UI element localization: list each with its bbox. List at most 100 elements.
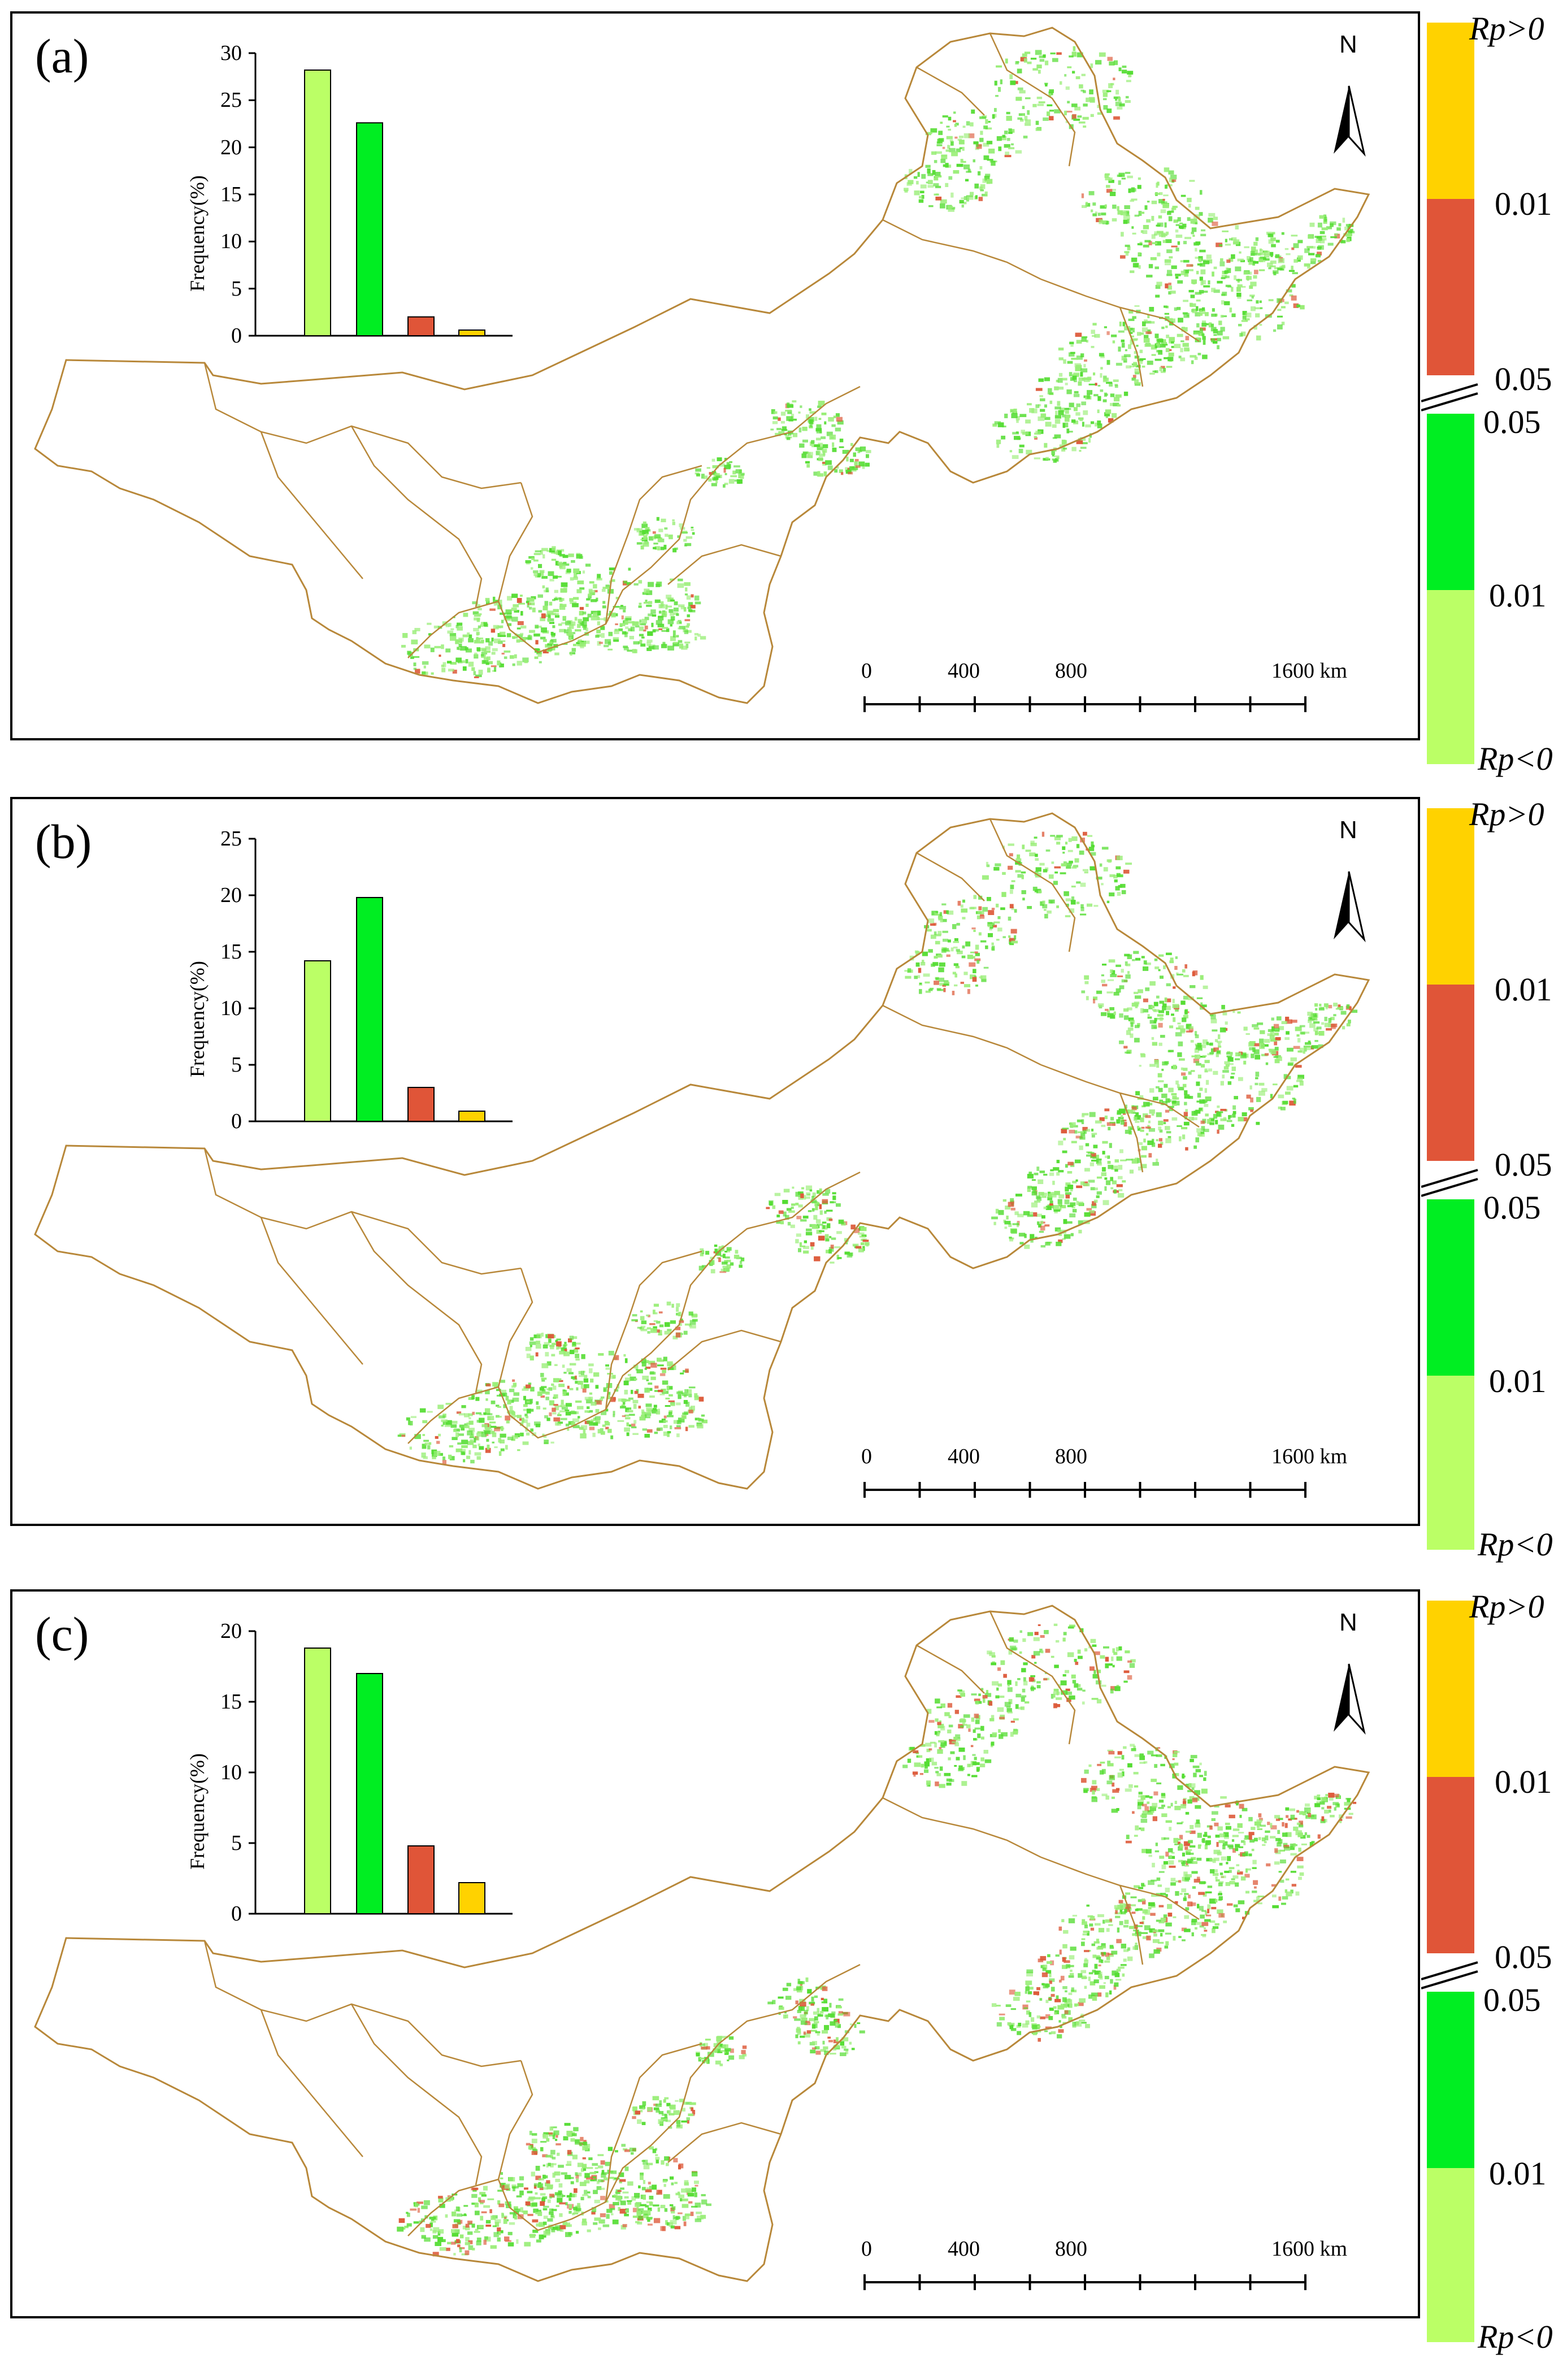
scale-label: 800 bbox=[1055, 2237, 1087, 2261]
region-outline bbox=[34, 1605, 1370, 2282]
vegetation-pixels bbox=[397, 1623, 1357, 2257]
legend-colorbar: Rp>0 0.01 0.05 0.05 0.01 Rp<0 bbox=[1421, 12, 1567, 775]
legend-label: Rp>0 bbox=[1469, 10, 1544, 47]
histogram-bar bbox=[356, 1673, 383, 1914]
histogram-bar bbox=[356, 122, 383, 336]
province-boundary bbox=[1119, 307, 1144, 387]
y-tick-label: 5 bbox=[231, 1831, 242, 1855]
legend-swatch bbox=[1427, 1601, 1474, 1777]
legend-label: 0.05 bbox=[1483, 404, 1541, 440]
province-boundary bbox=[1119, 1093, 1144, 1173]
y-tick-label: 15 bbox=[220, 1690, 242, 1714]
legend-swatch bbox=[1427, 590, 1474, 764]
province-boundary bbox=[260, 1217, 363, 1365]
scale-label: 400 bbox=[948, 1445, 980, 1468]
legend-label: 0.01 bbox=[1495, 971, 1552, 1008]
north-label: N bbox=[1339, 31, 1357, 58]
legend-swatch bbox=[1427, 808, 1474, 985]
province-boundary bbox=[882, 1004, 1041, 1066]
north-label: N bbox=[1339, 816, 1357, 844]
y-tick-label: 20 bbox=[220, 883, 242, 907]
frequency-histogram bbox=[249, 838, 513, 1122]
y-tick-label: 5 bbox=[231, 1053, 242, 1077]
province-boundary bbox=[407, 2178, 499, 2236]
legend-swatch bbox=[1427, 1777, 1474, 1953]
province-boundary bbox=[916, 66, 985, 116]
north-label: N bbox=[1339, 1609, 1357, 1636]
y-tick-label: 0 bbox=[231, 1109, 242, 1133]
histogram-bar bbox=[407, 316, 435, 337]
map-canvas bbox=[34, 812, 1370, 1498]
legend-label: 0.05 bbox=[1495, 361, 1552, 397]
legend-label: Rp>0 bbox=[1469, 1588, 1544, 1625]
vegetation-pixels bbox=[401, 46, 1355, 678]
province-boundary bbox=[989, 1611, 1076, 1745]
scale-label: 0 bbox=[861, 659, 872, 683]
histogram-bar bbox=[458, 330, 485, 336]
histogram-axes bbox=[254, 839, 513, 1122]
axis-break-icon bbox=[1421, 383, 1478, 411]
legend-label: 0.05 bbox=[1495, 1146, 1552, 1183]
y-tick-label: 20 bbox=[220, 135, 242, 159]
province-boundary bbox=[407, 600, 499, 658]
province-boundary bbox=[667, 2122, 782, 2163]
province-boundary bbox=[916, 1644, 985, 1694]
scale-label: 1600 km bbox=[1271, 1445, 1348, 1468]
legend-swatch bbox=[1427, 985, 1474, 1161]
scale-label: 800 bbox=[1055, 1445, 1087, 1468]
province-boundary bbox=[350, 2004, 483, 2186]
north-arrow-icon bbox=[1334, 85, 1366, 157]
vegetation-pixels bbox=[397, 831, 1358, 1464]
histogram-bar bbox=[458, 1111, 485, 1122]
legend-label: Rp<0 bbox=[1478, 740, 1553, 777]
legend-label: 0.01 bbox=[1489, 1363, 1547, 1399]
scale-bar bbox=[863, 696, 1306, 712]
legend-label: 0.05 bbox=[1483, 1982, 1541, 2018]
legend-swatch bbox=[1427, 1376, 1474, 1550]
y-axis-label: Frequency(%) bbox=[186, 961, 209, 1077]
province-boundary bbox=[916, 852, 985, 901]
legend-swatch bbox=[1427, 23, 1474, 199]
north-arrow-icon bbox=[1334, 1663, 1366, 1735]
y-axis-label: Frequency(%) bbox=[186, 1753, 209, 1870]
legend-label: Rp<0 bbox=[1478, 1526, 1553, 1563]
legend-swatch bbox=[1427, 414, 1474, 590]
frequency-histogram bbox=[249, 1630, 513, 1915]
province-boundary bbox=[407, 1386, 499, 1444]
histogram-bar bbox=[304, 70, 331, 336]
scale-label: 1600 km bbox=[1271, 2237, 1348, 2261]
panel-label: (c) bbox=[35, 1607, 89, 1661]
panel-label: (a) bbox=[35, 29, 89, 83]
y-tick-label: 0 bbox=[231, 1902, 242, 1926]
y-tick-label: 10 bbox=[220, 996, 242, 1020]
region-outline bbox=[34, 812, 1370, 1490]
histogram-axes bbox=[254, 53, 513, 337]
province-boundary bbox=[497, 1963, 861, 2231]
map-panel-1: (a) 0 5 10 15 20 25 30 Frequency(%) 0 400 800 1600 k… bbox=[10, 11, 1420, 740]
legend-label: 0.01 bbox=[1489, 577, 1547, 614]
province-boundary bbox=[497, 385, 861, 653]
map-panel-3: (c) 0 5 10 15 20 Frequency(%) 0 400 800 1600 km N bbox=[10, 1589, 1420, 2318]
province-boundary bbox=[260, 431, 363, 579]
panel-label: (b) bbox=[35, 814, 92, 869]
scale-label: 800 bbox=[1055, 659, 1087, 683]
province-boundary bbox=[605, 2043, 702, 2203]
histogram-axes bbox=[254, 1631, 513, 1915]
histogram-bar bbox=[304, 1648, 331, 1914]
province-boundary bbox=[350, 1211, 483, 1393]
legend-label: 0.05 bbox=[1495, 1939, 1552, 1975]
histogram-bar bbox=[407, 1087, 435, 1122]
scale-bar bbox=[863, 1482, 1306, 1498]
province-boundary bbox=[1119, 1885, 1144, 1965]
axis-break-icon bbox=[1421, 1961, 1478, 1989]
scale-label: 400 bbox=[948, 2237, 980, 2261]
province-boundary bbox=[497, 1171, 861, 1439]
province-boundary bbox=[667, 544, 782, 585]
province-boundary bbox=[882, 219, 1041, 280]
y-axis-label: Frequency(%) bbox=[186, 175, 209, 292]
legend-colorbar: Rp>0 0.01 0.05 0.05 0.01 Rp<0 bbox=[1421, 798, 1567, 1561]
histogram-bar bbox=[407, 1845, 435, 1914]
y-tick-label: 25 bbox=[220, 827, 242, 851]
y-tick-label: 15 bbox=[220, 940, 242, 964]
legend-label: 0.01 bbox=[1495, 185, 1552, 222]
